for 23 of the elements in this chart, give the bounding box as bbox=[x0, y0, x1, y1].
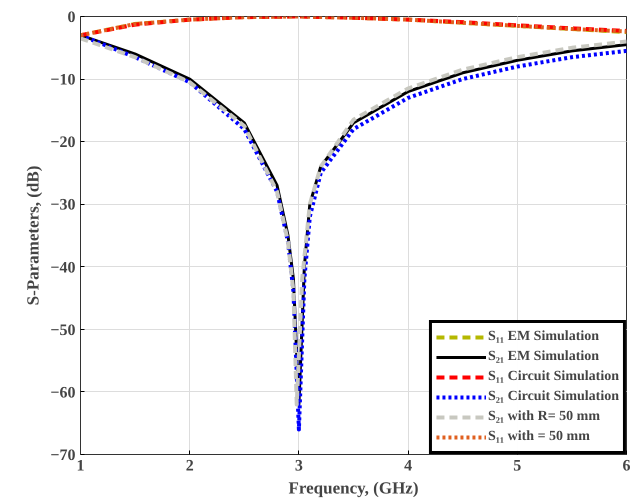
y-tick-label: −70 bbox=[50, 447, 76, 464]
x-tick-label: 5 bbox=[513, 458, 522, 474]
legend-label: S₂₁ Circuit Simulation bbox=[488, 389, 619, 405]
x-axis-title: Frequency, (GHz) bbox=[288, 478, 418, 498]
y-tick-label: 0 bbox=[68, 9, 76, 26]
x-tick-label: 2 bbox=[186, 458, 194, 474]
y-tick-label: −10 bbox=[50, 72, 76, 89]
x-tick-label: 4 bbox=[404, 458, 412, 474]
x-tick-label: 3 bbox=[294, 458, 303, 474]
y-tick-label: −60 bbox=[50, 384, 76, 402]
y-tick-label: −40 bbox=[50, 259, 76, 276]
legend-label: S₂₁ EM Simulation bbox=[488, 349, 600, 365]
y-tick-label: −20 bbox=[50, 134, 76, 152]
legend-label: S₁₁ Circuit Simulation bbox=[488, 369, 619, 385]
legend-label: S₁₁ EM Simulation bbox=[488, 329, 600, 345]
x-tick-label: 6 bbox=[622, 458, 630, 474]
line-series bbox=[80, 16, 626, 38]
legend-label: S₂₁ with R= 50 mm bbox=[488, 409, 600, 425]
y-tick-label: −30 bbox=[50, 196, 76, 214]
legend-label: S₁₁ with = 50 mm bbox=[488, 429, 590, 445]
x-tick-label: 1 bbox=[76, 458, 84, 474]
y-axis-title: S-Parameters, (dB) bbox=[23, 166, 42, 306]
y-tick-label: −50 bbox=[50, 322, 76, 339]
